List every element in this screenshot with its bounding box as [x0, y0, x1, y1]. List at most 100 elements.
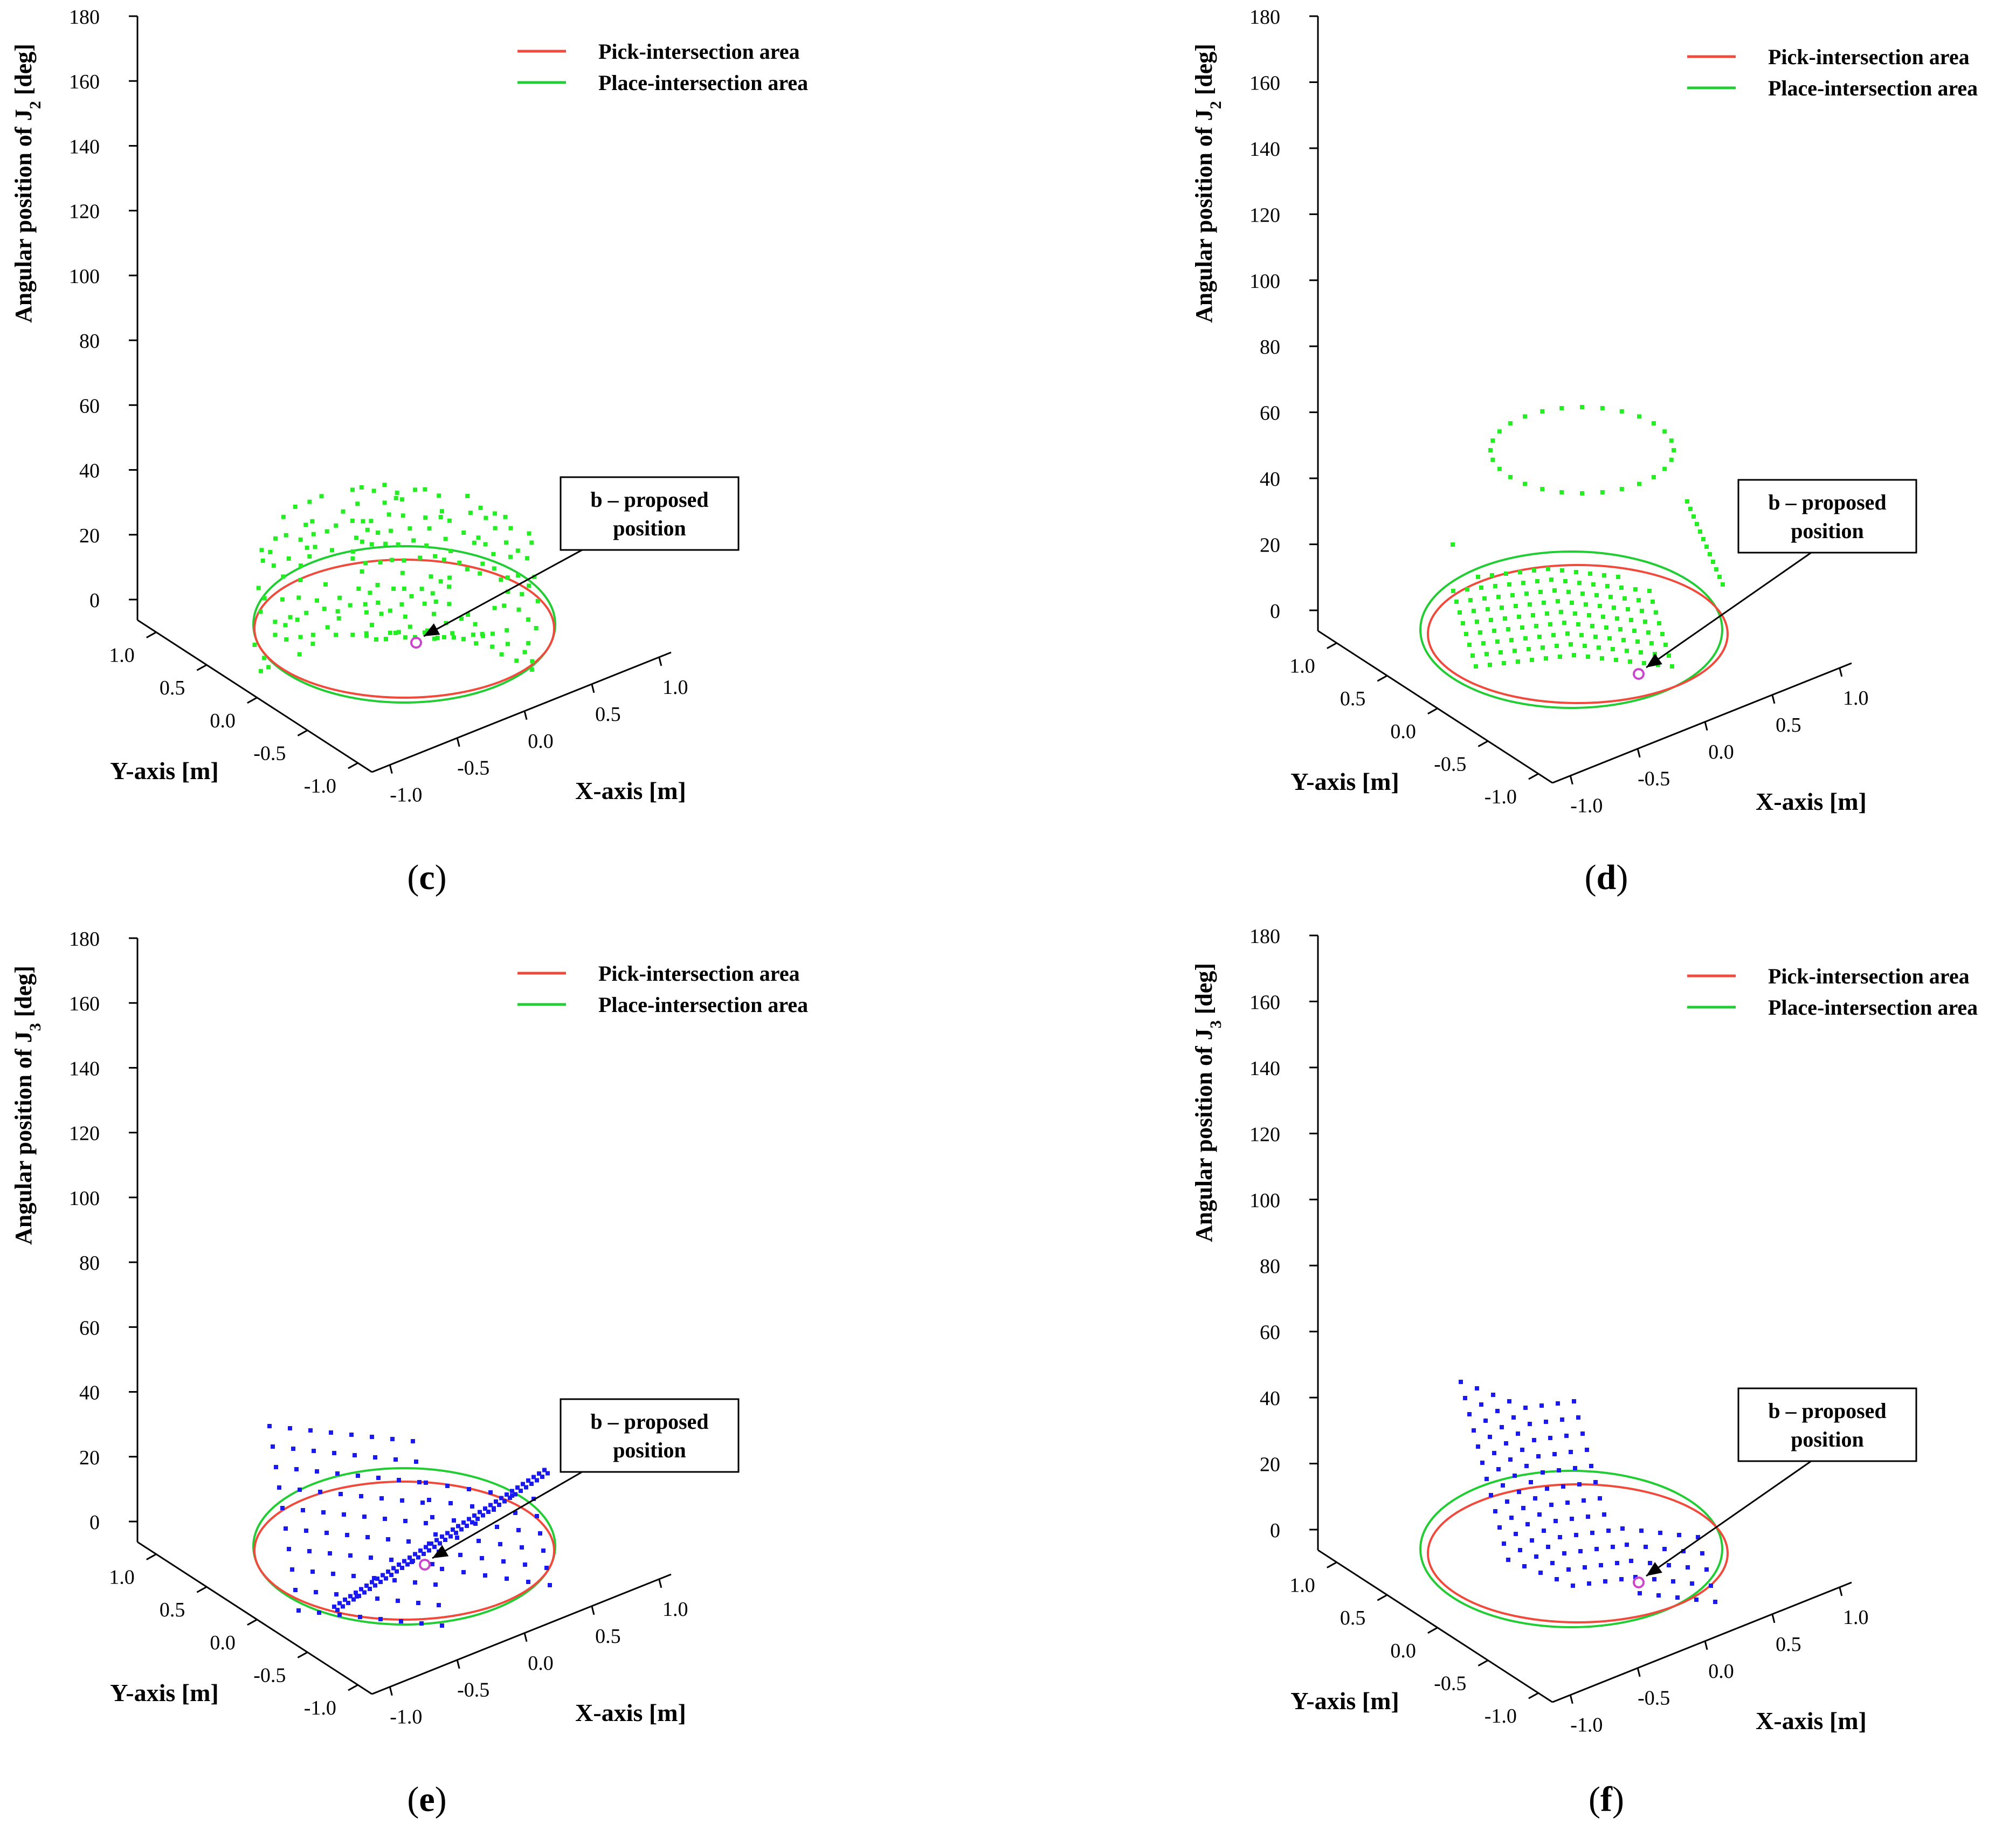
- data-point: [314, 598, 319, 603]
- data-point: [378, 1617, 383, 1621]
- data-point: [461, 1520, 466, 1525]
- data-point: [1574, 570, 1578, 574]
- data-point: [531, 1475, 536, 1479]
- data-point: [475, 1517, 480, 1521]
- data-point: [1523, 414, 1528, 419]
- z-axis-title: Angular position of J3 [deg]: [10, 966, 44, 1245]
- data-point: [1663, 643, 1668, 647]
- y-tick: [1478, 740, 1489, 747]
- x-tick-label: -1.0: [390, 784, 422, 807]
- data-point: [273, 536, 278, 541]
- data-point: [1479, 586, 1483, 590]
- z-tick-label: 140: [1249, 1057, 1280, 1080]
- y-tick-label: 1.0: [109, 1566, 135, 1589]
- data-point: [457, 560, 462, 565]
- data-point: [258, 609, 263, 614]
- y-tick-label: -1.0: [1485, 1705, 1517, 1727]
- z-tick-label: 120: [69, 1123, 100, 1145]
- data-point: [423, 515, 428, 520]
- data-point: [1565, 1500, 1570, 1505]
- data-point: [1604, 625, 1608, 630]
- x-tick: [591, 1606, 595, 1615]
- data-point: [445, 1531, 450, 1536]
- data-point: [337, 595, 342, 600]
- data-point: [1530, 1538, 1534, 1543]
- data-point: [321, 1510, 326, 1515]
- data-point: [364, 631, 369, 636]
- data-point: [351, 1574, 356, 1578]
- data-point: [378, 560, 383, 565]
- data-point: [483, 1573, 487, 1578]
- data-point: [383, 541, 388, 546]
- x-tick: [1839, 667, 1843, 677]
- scatter-points: [1459, 1380, 1717, 1604]
- data-point: [365, 527, 370, 532]
- data-point: [430, 1515, 434, 1519]
- data-point: [422, 1552, 426, 1556]
- data-point: [548, 1583, 552, 1587]
- data-point: [1517, 615, 1521, 619]
- scatter-points: [267, 1424, 552, 1628]
- data-point: [1549, 577, 1554, 582]
- y-axis-line: [137, 619, 372, 773]
- data-point: [1480, 1461, 1485, 1465]
- z-tick-label: 180: [69, 928, 100, 951]
- data-point: [364, 633, 369, 638]
- y-tick-label: -0.5: [1434, 753, 1466, 775]
- data-point: [1615, 616, 1619, 621]
- data-point: [357, 1594, 361, 1598]
- data-point: [538, 1531, 542, 1536]
- data-point: [1569, 1450, 1573, 1454]
- data-point: [1600, 490, 1605, 494]
- place-intersection-ellipse: [1419, 1470, 1723, 1628]
- data-point: [1671, 1579, 1675, 1584]
- data-point: [1541, 645, 1545, 650]
- data-point: [369, 1555, 373, 1560]
- y-tick-label: -0.5: [253, 742, 286, 765]
- z-tick-label: 60: [1260, 402, 1280, 425]
- data-point: [312, 1449, 316, 1453]
- scatter-points: [252, 483, 540, 673]
- data-point: [448, 548, 453, 553]
- data-point: [1700, 1551, 1704, 1555]
- data-point: [1619, 1577, 1624, 1581]
- data-point: [1625, 649, 1629, 653]
- data-point: [420, 1500, 425, 1505]
- data-point: [1677, 1533, 1681, 1537]
- data-point: [400, 1566, 404, 1570]
- data-point: [382, 500, 387, 505]
- data-point: [399, 602, 404, 607]
- data-point: [1698, 529, 1702, 534]
- data-point: [298, 577, 303, 582]
- z-tick-label: 100: [1249, 270, 1280, 293]
- data-point: [1654, 610, 1658, 615]
- annotation-text: b – proposed: [590, 1409, 708, 1434]
- data-point: [1558, 655, 1562, 659]
- y-axis-line: [137, 1541, 372, 1695]
- data-point: [284, 1526, 288, 1531]
- data-point: [1492, 629, 1496, 633]
- data-point: [1572, 1399, 1576, 1403]
- data-point: [1669, 457, 1674, 462]
- data-point: [391, 586, 396, 591]
- data-point: [386, 1537, 390, 1541]
- data-point: [335, 1608, 340, 1612]
- data-point: [362, 1590, 367, 1595]
- data-point: [427, 1548, 431, 1553]
- data-point: [534, 626, 538, 631]
- data-point: [1565, 631, 1570, 636]
- data-point: [1583, 644, 1587, 648]
- data-point: [391, 1566, 396, 1571]
- data-point: [258, 669, 263, 673]
- data-point: [409, 594, 414, 598]
- data-point: [514, 658, 519, 663]
- data-point: [1662, 429, 1667, 434]
- data-point: [472, 1513, 477, 1518]
- data-point: [478, 1510, 482, 1515]
- data-point: [1461, 621, 1465, 625]
- z-tick-label: 100: [1249, 1189, 1280, 1212]
- y-tick: [1377, 1594, 1388, 1601]
- data-point: [348, 1553, 353, 1558]
- pick-intersection-ellipse: [1427, 564, 1729, 704]
- data-point: [520, 592, 524, 597]
